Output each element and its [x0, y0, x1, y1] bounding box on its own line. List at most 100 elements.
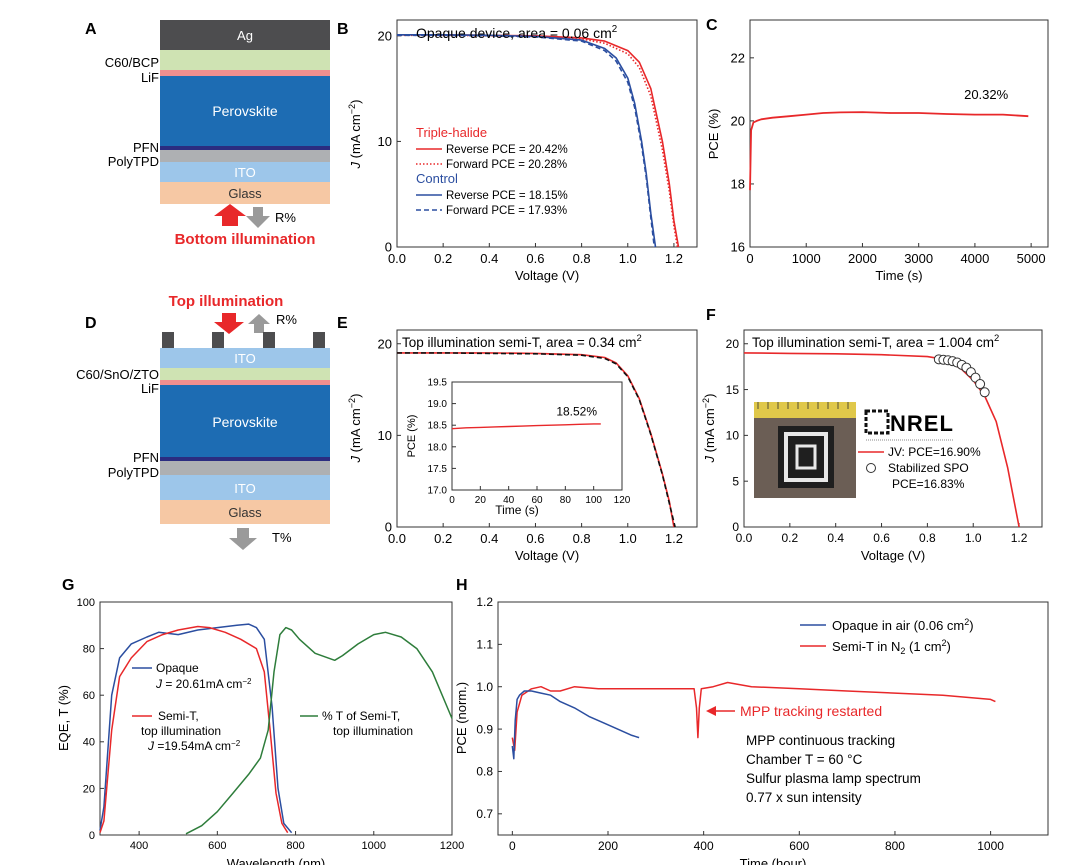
x-tick-label: 0.8 — [573, 251, 591, 266]
x-tick-label: 800 — [885, 839, 905, 853]
layer-label-glass: Glass — [228, 505, 262, 520]
y-tick-label: 10 — [378, 134, 392, 149]
y-tick-label: 19.0 — [428, 399, 448, 410]
curve-label: Semi-T, — [158, 709, 199, 723]
x-tick-label: 1.2 — [665, 531, 683, 546]
y-label-symbol: J — [702, 455, 717, 463]
reflectance-label: R% — [275, 210, 296, 225]
panel-letter-h: H — [456, 577, 468, 594]
y-tick-label: 5 — [732, 474, 739, 488]
legend-sub: 2 — [900, 646, 905, 656]
layer-glass — [160, 500, 330, 524]
test-condition-note: 0.77 x sun intensity — [746, 790, 862, 805]
y-label-end: ) — [348, 100, 363, 104]
title-sup: 2 — [636, 333, 641, 344]
label-symbol: J — [155, 677, 163, 691]
device-diagrams: A AgPerovskiteITOGlassC60/BCPLiFPFNPolyTP… — [76, 20, 330, 550]
layer-c60-bcp — [160, 50, 330, 70]
curve-label: Opaque — [156, 661, 199, 675]
legend-entry: PCE=16.83% — [892, 477, 965, 491]
device-electrode — [784, 432, 828, 482]
x-tick-label: 4000 — [960, 251, 989, 266]
layer-ito — [160, 475, 330, 500]
x-tick-label: 0.4 — [480, 531, 498, 546]
legend-entry: Forward PCE = 20.28% — [446, 159, 567, 171]
iv-curve — [397, 352, 676, 528]
y-axis-label: PCE (%) — [706, 109, 721, 160]
plot-frame — [743, 329, 1043, 528]
y-tick-label: 0 — [385, 240, 392, 255]
y-tick-label: 20 — [83, 783, 95, 795]
layer-polytpd — [160, 461, 330, 475]
y-axis-label: J (mA cm−2) — [347, 100, 363, 170]
chart-title: Opaque device, area = 0.06 cm2 — [416, 24, 617, 41]
pce-trace — [749, 111, 1029, 191]
layer-label-ito-top: ITO — [234, 351, 255, 366]
inset-x-label: Time (s) — [495, 503, 539, 517]
y-tick-label: 100 — [77, 597, 95, 609]
curve-label: top illumination — [141, 724, 221, 738]
layer-ag — [160, 20, 330, 50]
layer-ito — [160, 162, 330, 182]
legend-entry: Semi-T in N2 (1 cm2) — [832, 638, 951, 656]
x-tick-label: 1000 — [792, 251, 821, 266]
eqe-curve — [185, 626, 453, 835]
panel-letter-d: D — [85, 315, 97, 332]
metal-finger-4 — [313, 332, 325, 348]
x-axis-label: Voltage (V) — [515, 548, 579, 563]
y-axis-label: EQE, T (%) — [56, 685, 71, 751]
y-tick-label: 20 — [378, 336, 392, 351]
panel-letter-f: F — [706, 307, 716, 324]
x-tick-label: 200 — [598, 839, 618, 853]
y-label-text: (mA cm — [702, 408, 717, 456]
x-tick-label: 600 — [208, 840, 226, 852]
plot-frame — [396, 329, 698, 528]
x-tick-label: 5000 — [1017, 251, 1046, 266]
panel-letter-a: A — [85, 21, 97, 38]
layer-lif — [160, 70, 330, 76]
x-tick-label: 20 — [475, 495, 487, 506]
panel-letter-e: E — [337, 315, 348, 332]
y-tick-label: 20 — [378, 28, 392, 43]
y-axis-label: PCE (norm.) — [454, 682, 469, 754]
x-tick-label: 0.6 — [526, 531, 544, 546]
nrel-logo-text: NREL — [890, 411, 954, 436]
y-tick-label: 1.1 — [476, 638, 493, 652]
x-axis-label: Voltage (V) — [515, 268, 579, 283]
y-axis-label: J (mA cm−2) — [701, 394, 717, 464]
x-tick-label: 1.0 — [619, 251, 637, 266]
label-symbol: J — [147, 739, 155, 753]
x-tick-label: 0.0 — [736, 531, 753, 545]
y-label-end: ) — [348, 394, 363, 398]
curve-label: J =19.54mA cm−2 — [147, 739, 241, 753]
y-tick-label: 0.8 — [476, 765, 493, 779]
x-tick-label: 1000 — [362, 840, 386, 852]
iv-curve — [397, 34, 656, 248]
chart-title: Top illumination semi-T, area = 0.34 cm2 — [402, 333, 642, 350]
x-tick-label: 1.0 — [965, 531, 982, 545]
legend-entry: Opaque in air (0.06 cm2) — [832, 617, 974, 633]
inset-background — [452, 382, 622, 490]
y-tick-label: 0 — [89, 830, 95, 842]
y-tick-label: 19.5 — [428, 378, 448, 389]
layer-label-ito: ITO — [234, 481, 255, 496]
label-sup: −2 — [231, 739, 241, 748]
x-tick-label: 0.6 — [526, 251, 544, 266]
x-tick-label: 0.8 — [919, 531, 936, 545]
chart-title: Top illumination semi-T, area = 1.004 cm… — [752, 333, 999, 350]
y-tick-label: 1.2 — [476, 595, 493, 609]
x-tick-label: 80 — [560, 495, 572, 506]
x-axis-label: Time (hour) — [740, 856, 807, 865]
layer-label-perovskite: Perovskite — [212, 414, 278, 430]
x-tick-label: 120 — [614, 495, 631, 506]
title-sup: 2 — [612, 24, 617, 35]
side-label-pfn: PFN — [133, 450, 159, 465]
side-label-c60-sno-zto: C60/SnO/ZTO — [76, 367, 159, 382]
chart-f: F 0.0 0.2 0.4 0.6 0.8 1.0 1.2 0 5 10 15 20 Top illumi… — [701, 307, 1043, 563]
annotation-text: MPP tracking restarted — [740, 703, 882, 719]
y-tick-label: 17.0 — [428, 486, 448, 497]
legend-sup: 2 — [964, 617, 969, 627]
label-text: = 20.61mA cm — [162, 677, 242, 691]
